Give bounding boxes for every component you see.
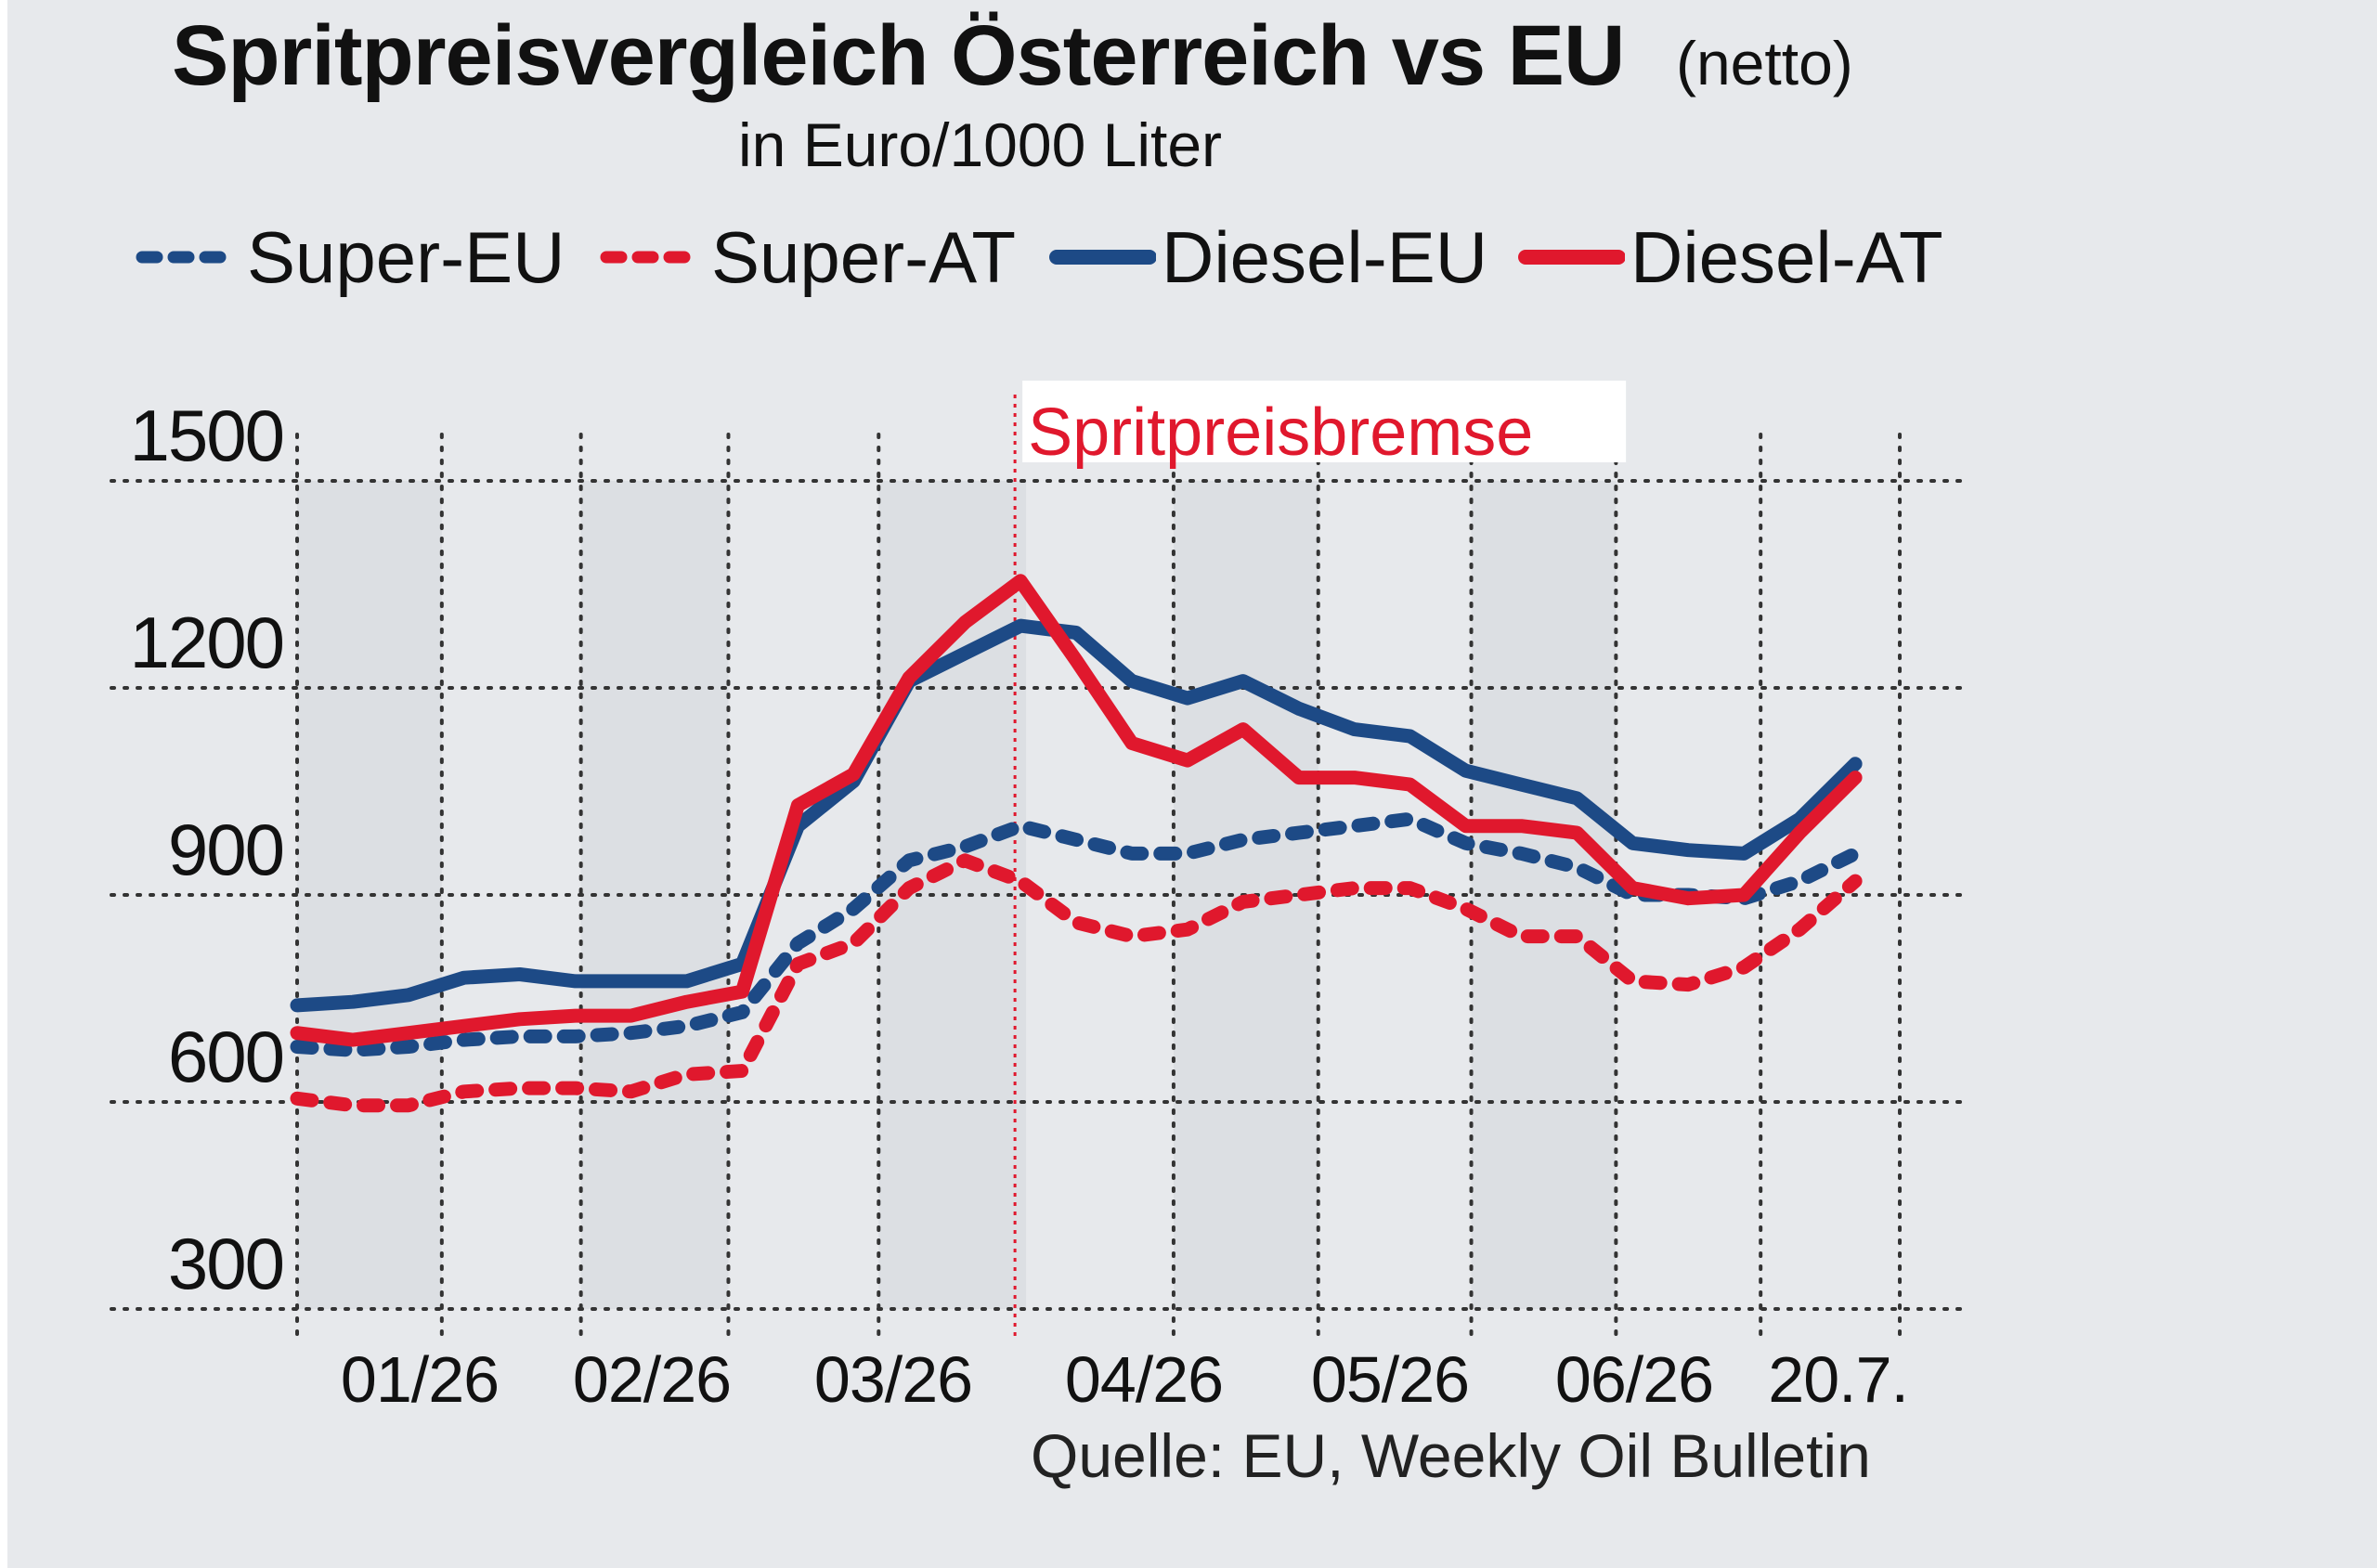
x-tick-label-2: 03/26: [814, 1343, 972, 1416]
legend-label-diesel-eu: Diesel-EU: [1162, 215, 1488, 298]
chart-title: Spritpreisvergleich Österreich vs EU: [172, 8, 1625, 103]
legend-label-super-at: Super-AT: [711, 215, 1016, 298]
chart-subtitle: in Euro/1000 Liter: [738, 110, 1223, 179]
x-tick-label-1: 02/26: [573, 1343, 731, 1416]
y-tick-label-1500: 1500: [129, 395, 283, 476]
y-tick-label-300: 300: [168, 1223, 283, 1304]
x-tick-label-4: 05/26: [1311, 1343, 1469, 1416]
series-line-diesel-at: [290, 574, 1863, 1047]
y-tick-label-1200: 1200: [129, 602, 283, 683]
series-line-super-at: [290, 853, 1863, 1113]
y-tick-label-900: 900: [168, 809, 283, 890]
x-tick-label-0: 01/26: [341, 1343, 499, 1416]
legend-item-diesel-eu: Diesel-EU: [1049, 215, 1487, 299]
legend-item-diesel-at: Diesel-AT: [1518, 215, 1943, 299]
legend-swatch-diesel-at: [1518, 250, 1625, 265]
legend-label-diesel-at: Diesel-AT: [1630, 215, 1943, 298]
legend-swatch-super-eu: [136, 251, 241, 264]
legend-label-super-eu: Super-EU: [247, 215, 565, 298]
legend-item-super-eu: Super-EU: [135, 215, 565, 299]
legend-swatch-super-at: [600, 251, 706, 264]
x-tick-label-5: 06/26: [1555, 1343, 1713, 1416]
annotation-label: Spritpreisbremse: [1028, 395, 1533, 470]
series-line-diesel-eu: [290, 618, 1863, 1013]
x-tick-label-3: 04/26: [1065, 1343, 1223, 1416]
series-line-super-eu: [290, 811, 1863, 1057]
legend-swatch-diesel-eu: [1049, 250, 1156, 265]
x-tick-label-6: 20.7.: [1768, 1343, 1908, 1416]
month-band-1: [580, 481, 729, 1309]
legend-item-super-at: Super-AT: [599, 215, 1016, 299]
y-tick-label-600: 600: [168, 1016, 283, 1097]
chart-source: Quelle: EU, Weekly Oil Bulletin: [1031, 1421, 1871, 1490]
chart-title-note: (netto): [1676, 29, 1853, 97]
annotation-label-box: [1022, 381, 1627, 462]
